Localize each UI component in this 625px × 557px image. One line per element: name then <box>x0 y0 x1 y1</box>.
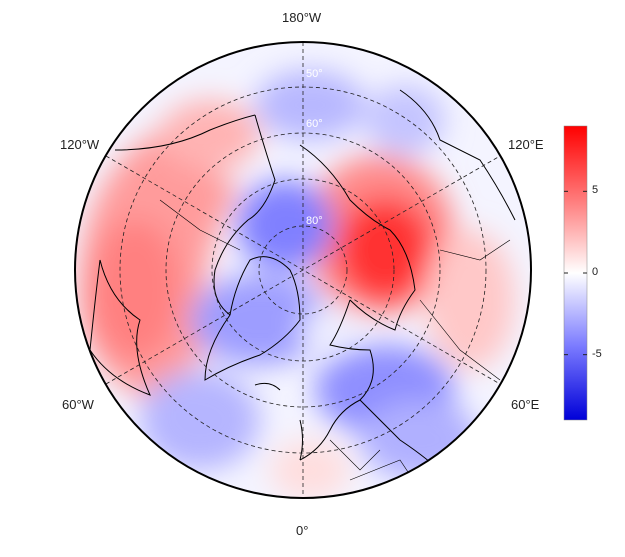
colorbar-tick-label: -5 <box>592 347 602 360</box>
lat-label-80: 80° <box>306 215 323 227</box>
lat-label-60: 60° <box>306 118 323 130</box>
lon-label-60e: 60°E <box>511 397 540 412</box>
map-boundary <box>74 41 532 499</box>
lon-label-180w: 180°W <box>282 10 322 25</box>
colorbar-tick-label: 0 <box>592 266 599 278</box>
colorbar-tick-label: 5 <box>592 184 599 197</box>
lon-label-120w: 120°W <box>60 137 100 152</box>
lat-label-50: 50° <box>306 68 323 80</box>
colorbar-ticks <box>564 190 587 356</box>
graticule <box>105 42 501 498</box>
colorbar <box>563 125 588 421</box>
latitude-labels: 50° 60° 80° <box>306 68 323 227</box>
lon-label-0: 0° <box>296 523 309 538</box>
lon-label-60w: 60°W <box>62 397 94 412</box>
lon-label-120e: 120°E <box>508 137 544 152</box>
